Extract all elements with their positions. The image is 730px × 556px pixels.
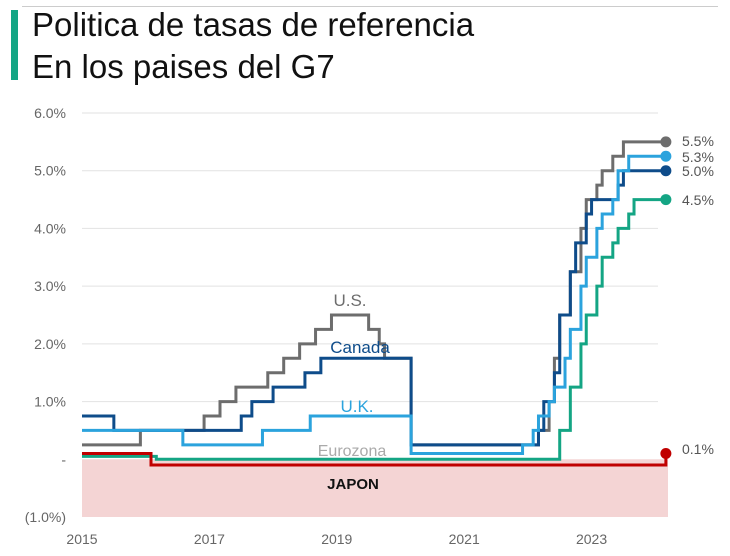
end-value-label: 5.3% [682, 149, 714, 165]
series-line-canada [82, 169, 666, 447]
x-tick-label: 2017 [194, 531, 225, 547]
y-tick-label: 4.0% [34, 220, 66, 236]
chart-title: Politica de tasas de referencia En los p… [32, 4, 474, 88]
end-point-marker [660, 165, 672, 177]
series-label: U.S. [333, 291, 366, 310]
y-tick-label: 5.0% [34, 163, 66, 179]
y-tick-label: - [61, 451, 66, 467]
y-tick-label: 1.0% [34, 394, 66, 410]
accent-bar [11, 10, 18, 80]
series-line-uk [82, 154, 666, 456]
end-point-marker [660, 448, 672, 460]
end-value-label: 0.1% [682, 441, 714, 457]
y-tick-label: 3.0% [34, 278, 66, 294]
title-line-2: En los paises del G7 [32, 48, 335, 85]
y-tick-label: 6.0% [34, 105, 66, 121]
x-tick-label: 2019 [321, 531, 352, 547]
top-divider [22, 6, 718, 7]
series-label: Canada [330, 338, 390, 357]
title-line-1: Politica de tasas de referencia [32, 6, 475, 43]
y-tick-label: (1.0%) [25, 509, 66, 525]
end-value-label: 5.0% [682, 163, 714, 179]
x-tick-label: 2023 [576, 531, 607, 547]
end-point-marker [660, 150, 672, 162]
x-tick-label: 2015 [66, 531, 97, 547]
series-line-us [82, 140, 666, 447]
series-label: JAPON [327, 476, 379, 493]
series-label: Eurozona [318, 443, 387, 460]
negative-rate-band [82, 459, 668, 517]
end-point-marker [660, 194, 672, 206]
end-value-label: 4.5% [682, 192, 714, 208]
series-line-japon [82, 452, 668, 467]
x-tick-label: 2021 [449, 531, 480, 547]
end-point-marker [660, 136, 672, 148]
y-tick-label: 2.0% [34, 336, 66, 352]
end-value-label: 5.5% [682, 133, 714, 149]
series-label: U.K. [340, 397, 373, 416]
series-line-eurozona [82, 198, 666, 461]
